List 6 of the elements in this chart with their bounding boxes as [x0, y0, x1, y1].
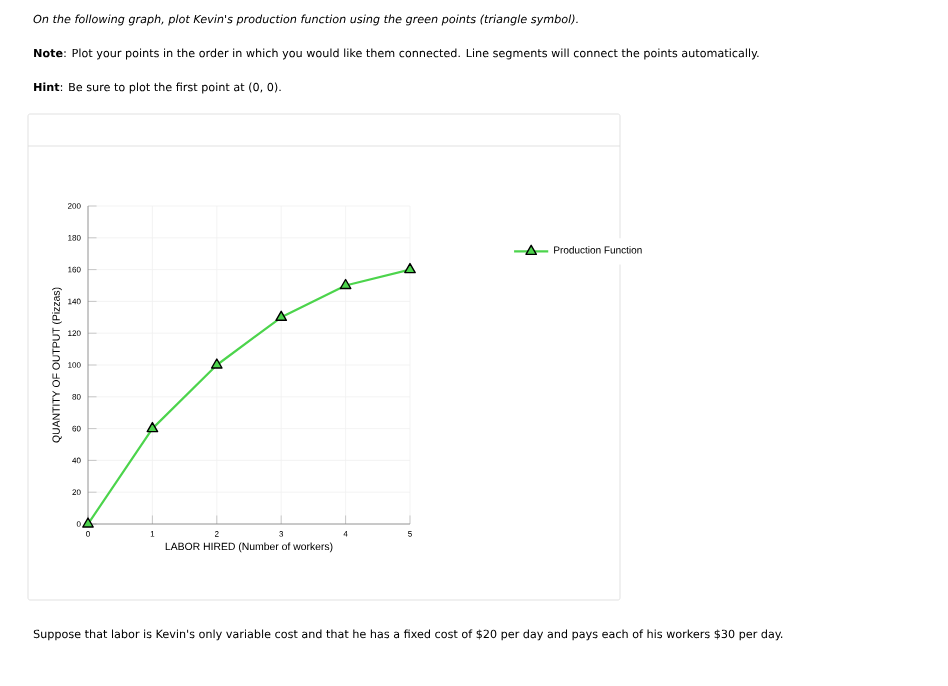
point: [210, 358, 223, 369]
point: [82, 517, 94, 528]
point: [339, 278, 352, 290]
point: [404, 262, 416, 274]
point: [146, 421, 159, 433]
point: [275, 310, 288, 321]
